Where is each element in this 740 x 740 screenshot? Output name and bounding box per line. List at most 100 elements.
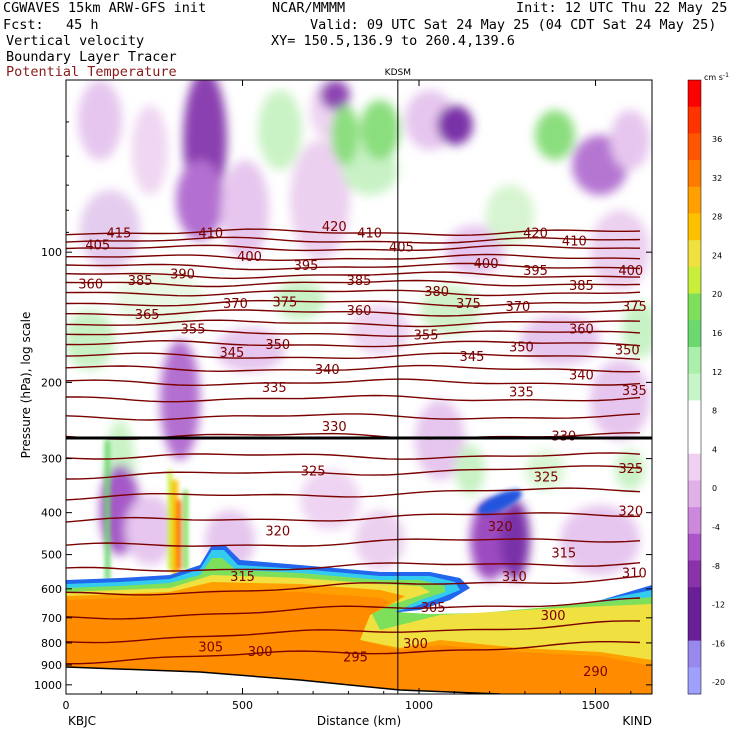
isentrope-line <box>66 253 641 262</box>
isentrope-line <box>66 271 641 280</box>
x-tick-label: 0 <box>63 699 70 712</box>
isentrope-label: 405 <box>85 239 110 254</box>
y-tick-label: 700 <box>41 612 62 625</box>
isentrope-line <box>66 538 641 547</box>
cross-section-endpoints: XY= 150.5,136.9 to 260.4,139.6 <box>271 33 515 49</box>
isentrope-label: 385 <box>569 279 594 294</box>
colorbar-label: 16 <box>712 329 722 338</box>
isentrope-line <box>66 339 641 348</box>
isentrope-label: 390 <box>170 267 195 282</box>
colorbar-unit: cm s-1 <box>704 72 729 82</box>
colorbar-label: -16 <box>712 639 725 648</box>
colorbar-swatch <box>688 560 701 588</box>
isentrope-label: 400 <box>474 257 499 272</box>
isentrope-label: 360 <box>347 304 372 319</box>
colorbar-frame <box>687 79 702 695</box>
colorbar-swatch <box>688 320 701 348</box>
isentrope-label: 375 <box>456 297 481 312</box>
y-tick-label: 800 <box>41 637 62 650</box>
colorbar-swatch <box>688 453 701 481</box>
isentrope-label: 355 <box>181 322 206 337</box>
isentrope-label: 400 <box>237 250 262 265</box>
colorbar-label: 24 <box>712 251 722 260</box>
y-tick-label: 100 <box>41 246 62 259</box>
isentrope-line <box>66 413 641 421</box>
colorbar-label: 36 <box>712 135 722 144</box>
x-axis: 0 500 1000 1500 <box>63 80 632 712</box>
isentropes <box>66 228 641 665</box>
isentrope-label: 320 <box>265 525 290 540</box>
colorbar-swatch <box>688 160 701 188</box>
isentrope-label: 395 <box>523 264 548 279</box>
forecast-label: Fcst: <box>3 17 44 33</box>
y-axis-title: Pressure (hPa), log scale <box>19 312 33 459</box>
isentrope-label: 400 <box>618 264 643 279</box>
init-time: Init: 12 UTC Thu 22 May 25 <box>516 0 728 16</box>
isentrope-label: 350 <box>265 338 290 353</box>
isentrope-label: 300 <box>248 645 273 660</box>
colorbar-swatch <box>688 186 701 214</box>
colorbar-label: -20 <box>712 678 725 687</box>
isentrope-label: 415 <box>107 226 132 241</box>
isentrope-label: 300 <box>541 609 566 624</box>
x-tick-label: 1000 <box>405 699 433 712</box>
isentrope-line <box>66 262 641 271</box>
x-tick-label: 500 <box>232 699 253 712</box>
isentrope-label: 375 <box>622 300 647 315</box>
isentrope-label: 345 <box>220 346 245 361</box>
colorbar-label: 32 <box>712 174 722 183</box>
isentrope-label: 395 <box>294 259 319 274</box>
colorbar-label: 28 <box>712 213 722 222</box>
isentrope-line <box>66 620 641 644</box>
isentrope-line <box>66 394 641 403</box>
y-tick-label: 1000 <box>34 679 62 692</box>
y-tick-label: 900 <box>41 659 62 672</box>
colorbar-swatch <box>688 293 701 321</box>
colorbar: 36 32 28 24 20 16 12 8 4 0 -4 -8 -12 -16 -20 <box>687 79 725 695</box>
y-tick-label: 200 <box>41 376 62 389</box>
isentrope-line <box>66 364 641 373</box>
colorbar-label: -12 <box>712 601 725 610</box>
right-endpoint-label: KIND <box>622 714 652 728</box>
y-tick-label: 300 <box>41 453 62 466</box>
y-axis: 100 200 300 400 500 600 700 800 900 1000 <box>34 121 652 692</box>
isentrope-label: 310 <box>502 570 527 585</box>
isentrope-label: 340 <box>315 363 340 378</box>
y-tick-label: 600 <box>41 583 62 596</box>
colorbar-label: -4 <box>712 523 720 532</box>
x-axis-title: Distance (km) <box>317 714 401 728</box>
colorbar-swatch <box>688 640 701 668</box>
isentrope-label: 300 <box>403 637 428 652</box>
colorbar-label: 20 <box>712 290 722 299</box>
isentrope-label: 290 <box>583 665 608 680</box>
isentrope-line <box>66 289 641 297</box>
colorbar-swatch <box>688 667 701 695</box>
field-potential-temperature: Potential Temperature <box>6 64 177 80</box>
station-label: KDSM <box>385 68 411 78</box>
field-boundary-layer-tracer: Boundary Layer Tracer <box>6 49 177 65</box>
isentrope-label: 365 <box>135 308 160 323</box>
isentrope-label: 345 <box>460 350 485 365</box>
colorbar-swatch <box>688 400 701 428</box>
isentrope-label: 385 <box>128 274 153 289</box>
isentrope-line <box>66 465 641 480</box>
isentrope-label: 380 <box>424 285 449 300</box>
colorbar-swatch <box>688 80 701 108</box>
colorbar-swatch <box>688 533 701 562</box>
isentrope-label: 405 <box>389 240 414 255</box>
isentrope-label: 315 <box>230 570 255 585</box>
y-tick-label: 500 <box>41 549 62 562</box>
isentrope-line <box>66 562 641 572</box>
colorbar-swatch <box>688 587 701 615</box>
isentrope-label: 340 <box>569 369 594 384</box>
colorbar-swatch <box>688 613 701 642</box>
isentrope-label: 320 <box>618 504 643 519</box>
isentrope-label: 320 <box>488 520 513 535</box>
left-endpoint-label: KBJC <box>68 714 96 728</box>
isentrope-line <box>66 329 641 337</box>
isentrope-label: 350 <box>615 344 640 359</box>
isentrope-label: 375 <box>272 295 297 310</box>
isentrope-line <box>66 236 641 244</box>
isentrope-labels: 415 410 420 410 420 410 405 405 400 395 400 395 400 3… <box>78 220 646 680</box>
